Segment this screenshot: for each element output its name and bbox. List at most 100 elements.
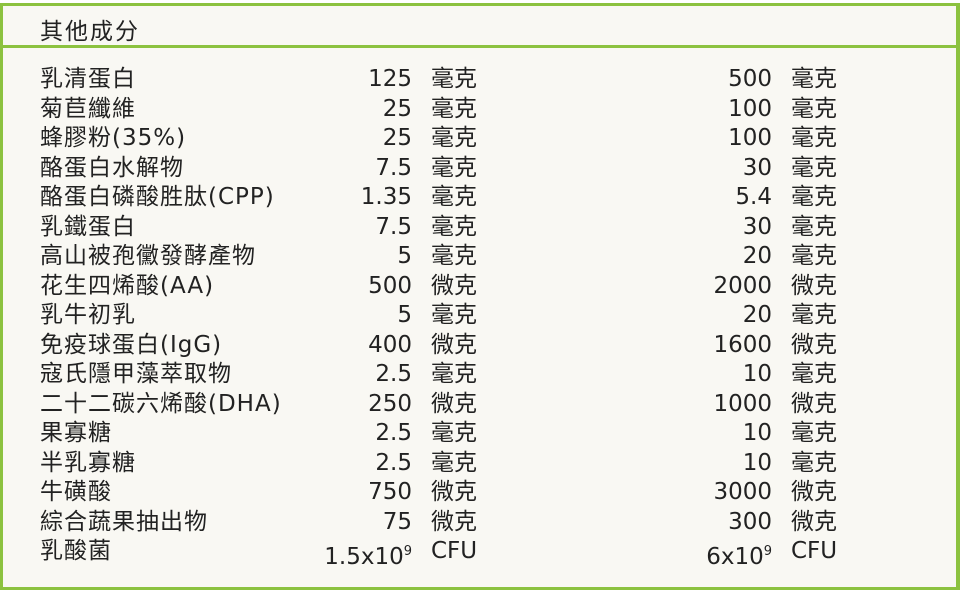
amount-value-2: 30 [742, 154, 772, 181]
amount-unit-2: 微克 [791, 272, 837, 299]
amount-unit-2: 毫克 [791, 302, 837, 328]
amount-value-2: 6x109 [706, 544, 772, 570]
ingredient-row: 乳清蛋白 125 毫克 500 毫克 [3, 65, 956, 95]
ingredient-name: 牛磺酸 [40, 479, 112, 505]
ingredient-row: 免疫球蛋白(IgG) 400 微克 1600 微克 [3, 331, 956, 361]
amount-unit-2: CFU [791, 538, 838, 564]
ingredient-name: 綜合蔬果抽出物 [40, 508, 208, 535]
amount-value-2: 20 [742, 302, 772, 328]
ingredient-row: 酪蛋白水解物 7.5 毫克 30 毫克 [3, 154, 956, 184]
ingredient-name: 果寡糖 [40, 420, 112, 446]
amount-value-1: 250 [368, 390, 412, 417]
ingredient-row: 乳鐵蛋白 7.5 毫克 30 毫克 [3, 213, 956, 243]
amount-unit-1: 毫克 [431, 243, 477, 269]
amount-value-2: 5.4 [735, 184, 772, 210]
amount-value-1: 400 [368, 331, 412, 358]
amount-value-2: 20 [742, 243, 772, 269]
amount-unit-2: 毫克 [791, 243, 837, 269]
ingredient-row: 乳酸菌 1.5x109 CFU 6x109 CFU [3, 537, 956, 570]
amount-value-2: 2000 [713, 272, 772, 299]
amount-value-2: 10 [742, 361, 772, 387]
ingredient-name: 酪蛋白水解物 [40, 154, 184, 181]
ingredient-row: 乳牛初乳 5 毫克 20 毫克 [3, 301, 956, 331]
ingredient-row: 蜂膠粉(35%) 25 毫克 100 毫克 [3, 124, 956, 154]
amount-value-2: 100 [728, 125, 772, 151]
panel-title: 其他成分 [40, 19, 140, 45]
amount-value-2: 30 [742, 213, 772, 240]
amount-unit-2: 毫克 [791, 420, 837, 446]
amount-value-1: 2.5 [375, 449, 412, 476]
amount-unit-1: 毫克 [431, 66, 477, 92]
amount-value-1: 25 [382, 125, 412, 151]
ingredient-row: 果寡糖 2.5 毫克 10 毫克 [3, 419, 956, 449]
ingredient-row: 半乳寡糖 2.5 毫克 10 毫克 [3, 449, 956, 479]
ingredient-name: 乳鐵蛋白 [40, 213, 136, 240]
amount-value-2: 10 [742, 449, 772, 476]
amount-unit-1: CFU [431, 538, 478, 564]
ingredient-name: 半乳寡糖 [40, 449, 136, 476]
ingredient-name: 酪蛋白磷酸胜肽(CPP) [40, 184, 275, 210]
ingredient-name: 免疫球蛋白(IgG) [40, 331, 223, 358]
amount-value-1: 500 [368, 272, 412, 299]
ingredients-panel: 其他成分 乳清蛋白 125 毫克 500 毫克 菊苣纖維 25 毫克 100 毫克 蜂膠粉(35%)… [0, 3, 960, 590]
amount-unit-2: 微克 [791, 479, 837, 505]
amount-unit-1: 微克 [431, 479, 477, 505]
ingredient-row: 二十二碳六烯酸(DHA) 250 微克 1000 微克 [3, 390, 956, 420]
amount-unit-1: 毫克 [431, 361, 477, 387]
ingredient-name: 二十二碳六烯酸(DHA) [40, 390, 282, 417]
amount-unit-1: 毫克 [431, 125, 477, 151]
amount-unit-2: 毫克 [791, 184, 837, 210]
amount-value-2: 300 [728, 508, 772, 535]
amount-unit-2: 微克 [791, 331, 837, 358]
amount-value-2: 1000 [713, 390, 772, 417]
ingredient-row: 綜合蔬果抽出物 75 微克 300 微克 [3, 508, 956, 538]
ingredient-name: 寇氏隱甲藻萃取物 [40, 361, 232, 387]
amount-value-1: 2.5 [375, 361, 412, 387]
ingredient-name: 乳牛初乳 [40, 302, 136, 328]
amount-value-2: 500 [728, 66, 772, 92]
amount-unit-2: 毫克 [791, 361, 837, 387]
amount-value-1: 5 [397, 243, 412, 269]
amount-unit-2: 毫克 [791, 95, 837, 122]
amount-value-1: 125 [368, 66, 412, 92]
amount-unit-1: 毫克 [431, 184, 477, 210]
amount-value-1: 25 [382, 95, 412, 122]
amount-value-2: 100 [728, 95, 772, 122]
amount-unit-1: 毫克 [431, 213, 477, 240]
amount-unit-2: 毫克 [791, 125, 837, 151]
amount-unit-2: 微克 [791, 508, 837, 535]
amount-unit-1: 毫克 [431, 154, 477, 181]
ingredient-row: 牛磺酸 750 微克 3000 微克 [3, 478, 956, 508]
amount-unit-2: 毫克 [791, 66, 837, 92]
panel-header: 其他成分 [3, 6, 956, 48]
amount-value-1: 1.35 [360, 184, 412, 210]
ingredient-name: 花生四烯酸(AA) [40, 272, 215, 299]
amount-value-1: 7.5 [375, 213, 412, 240]
amount-value-1: 2.5 [375, 420, 412, 446]
amount-unit-2: 毫克 [791, 449, 837, 476]
amount-value-1: 1.5x109 [324, 544, 412, 570]
amount-unit-1: 毫克 [431, 95, 477, 122]
ingredient-name: 乳清蛋白 [40, 66, 136, 92]
amount-unit-2: 毫克 [791, 213, 837, 240]
amount-unit-1: 微克 [431, 390, 477, 417]
amount-value-2: 1600 [713, 331, 772, 358]
amount-unit-1: 微克 [431, 508, 477, 535]
amount-unit-2: 毫克 [791, 154, 837, 181]
amount-value-1: 7.5 [375, 154, 412, 181]
ingredient-row: 花生四烯酸(AA) 500 微克 2000 微克 [3, 272, 956, 302]
amount-value-2: 3000 [713, 479, 772, 505]
ingredient-row: 菊苣纖維 25 毫克 100 毫克 [3, 95, 956, 125]
amount-value-2: 10 [742, 420, 772, 446]
ingredient-name: 菊苣纖維 [40, 95, 136, 122]
amount-unit-1: 微克 [431, 331, 477, 358]
amount-unit-1: 毫克 [431, 420, 477, 446]
amount-unit-1: 微克 [431, 272, 477, 299]
ingredient-name: 高山被孢黴發酵產物 [40, 243, 256, 269]
ingredient-name: 蜂膠粉(35%) [40, 125, 187, 151]
amount-unit-1: 毫克 [431, 449, 477, 476]
ingredient-row: 寇氏隱甲藻萃取物 2.5 毫克 10 毫克 [3, 360, 956, 390]
amount-value-1: 750 [368, 479, 412, 505]
ingredient-list: 乳清蛋白 125 毫克 500 毫克 菊苣纖維 25 毫克 100 毫克 蜂膠粉(35%) 25 毫克 1… [3, 65, 956, 570]
amount-unit-1: 毫克 [431, 302, 477, 328]
